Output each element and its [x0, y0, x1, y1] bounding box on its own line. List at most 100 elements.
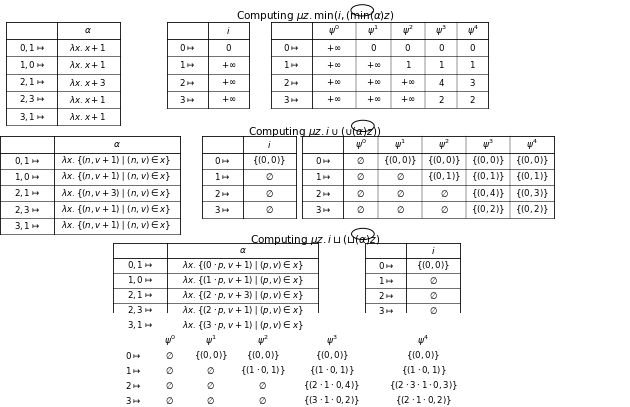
Text: $\lambda x.x+1$: $\lambda x.x+1$: [69, 42, 107, 53]
Text: $0$: $0$: [437, 42, 445, 53]
Text: $\{(0,1)\}$: $\{(0,1)\}$: [427, 171, 461, 183]
Text: $0 \mapsto$: $0 \mapsto$: [214, 155, 230, 166]
Text: $\{(0,0)\}$: $\{(0,0)\}$: [515, 154, 549, 167]
Text: $\lambda x.\{(2\cdot p,v+3)\mid(p,v)\in x\}$: $\lambda x.\{(2\cdot p,v+3)\mid(p,v)\in …: [181, 289, 304, 302]
Text: $3 \mapsto$: $3 \mapsto$: [284, 94, 299, 105]
Text: Computing $\mu z.\min(i,(\min(\alpha)z)$: Computing $\mu z.\min(i,(\min(\alpha)z)$: [236, 9, 394, 23]
Text: $\psi^1$: $\psi^1$: [394, 137, 406, 151]
Text: $1$: $1$: [438, 59, 444, 70]
Text: $\lambda x.x+1$: $\lambda x.x+1$: [69, 111, 107, 122]
Text: $1 \mapsto$: $1 \mapsto$: [315, 171, 331, 182]
Text: $\psi^3$: $\psi^3$: [483, 137, 494, 151]
Text: $\emptyset$: $\emptyset$: [429, 290, 437, 301]
Text: $\{(0,0)\}$: $\{(0,0)\}$: [416, 259, 450, 271]
Text: $\psi^4$: $\psi^4$: [417, 333, 430, 348]
Text: $1 \mapsto$: $1 \mapsto$: [180, 59, 195, 70]
Text: $\{(0,2)\}$: $\{(0,2)\}$: [471, 203, 505, 216]
Text: $2,3 \mapsto$: $2,3 \mapsto$: [18, 94, 45, 105]
Text: $3 \mapsto$: $3 \mapsto$: [214, 204, 230, 215]
Text: $\emptyset$: $\emptyset$: [429, 305, 437, 316]
Text: $0,1 \mapsto$: $0,1 \mapsto$: [18, 42, 45, 54]
Text: $3,1 \mapsto$: $3,1 \mapsto$: [18, 111, 45, 123]
Text: $3 \mapsto$: $3 \mapsto$: [180, 94, 195, 105]
Text: $\{(1\cdot 0,1)\}$: $\{(1\cdot 0,1)\}$: [401, 364, 446, 377]
Text: $+\infty$: $+\infty$: [326, 77, 341, 87]
Text: $\emptyset$: $\emptyset$: [207, 380, 215, 391]
Text: $\alpha$: $\alpha$: [84, 26, 92, 35]
Text: $+\infty$: $+\infty$: [326, 94, 341, 105]
Text: $\psi^3$: $\psi^3$: [326, 333, 338, 348]
Text: $2 \mapsto$: $2 \mapsto$: [125, 380, 141, 391]
Text: $\emptyset$: $\emptyset$: [207, 395, 215, 406]
Text: $4$: $4$: [437, 77, 445, 88]
Text: $\{(0,0)\}$: $\{(0,0)\}$: [406, 349, 440, 362]
Text: $\emptyset$: $\emptyset$: [440, 188, 449, 199]
Text: $\{(0,1)\}$: $\{(0,1)\}$: [515, 171, 549, 183]
Text: $\{(1\cdot 0,1)\}$: $\{(1\cdot 0,1)\}$: [309, 364, 355, 377]
Text: $1,0 \mapsto$: $1,0 \mapsto$: [18, 59, 45, 71]
Text: $\psi^1$: $\psi^1$: [205, 333, 217, 348]
Text: $\emptyset$: $\emptyset$: [166, 395, 174, 406]
Text: $2,1 \mapsto$: $2,1 \mapsto$: [127, 289, 153, 301]
Text: $1 \mapsto$: $1 \mapsto$: [378, 275, 394, 286]
Text: $\emptyset$: $\emptyset$: [265, 204, 273, 215]
Text: Computing $\mu z.i \sqcup (\sqcup(\alpha)z)$: Computing $\mu z.i \sqcup (\sqcup(\alpha…: [250, 233, 380, 247]
Text: $\psi^4$: $\psi^4$: [466, 23, 479, 38]
Text: $0 \mapsto$: $0 \mapsto$: [315, 155, 331, 166]
Text: $2,3 \mapsto$: $2,3 \mapsto$: [127, 304, 153, 316]
Text: $\{(3\cdot 1\cdot 0,2)\}$: $\{(3\cdot 1\cdot 0,2)\}$: [304, 394, 360, 407]
Text: $\psi^2$: $\psi^2$: [257, 333, 268, 348]
Text: $2 \mapsto$: $2 \mapsto$: [284, 77, 299, 88]
Text: $1$: $1$: [469, 59, 476, 70]
Text: $+\infty$: $+\infty$: [220, 94, 236, 105]
Text: $2 \mapsto$: $2 \mapsto$: [315, 188, 331, 199]
Text: $\{(2\cdot 1\cdot 0,2)\}$: $\{(2\cdot 1\cdot 0,2)\}$: [395, 394, 452, 407]
Text: $1,0 \mapsto$: $1,0 \mapsto$: [127, 274, 153, 286]
Text: $\{(0,2)\}$: $\{(0,2)\}$: [515, 203, 549, 216]
Text: $3 \mapsto$: $3 \mapsto$: [378, 305, 394, 316]
Text: $\emptyset$: $\emptyset$: [166, 365, 174, 376]
Text: $\{(0,4)\}$: $\{(0,4)\}$: [471, 187, 505, 199]
Text: $\alpha$: $\alpha$: [239, 246, 246, 255]
Text: $2 \mapsto$: $2 \mapsto$: [378, 290, 394, 301]
Text: $0,1 \mapsto$: $0,1 \mapsto$: [14, 155, 40, 166]
Text: $\lambda x.\{(2\cdot p,v+1)\mid(p,v)\in x\}$: $\lambda x.\{(2\cdot p,v+1)\mid(p,v)\in …: [181, 304, 304, 317]
Text: $\emptyset$: $\emptyset$: [357, 204, 365, 215]
Text: $\{(0,0)\}$: $\{(0,0)\}$: [471, 154, 505, 167]
Text: $+\infty$: $+\infty$: [400, 94, 416, 105]
Text: $1 \mapsto$: $1 \mapsto$: [125, 365, 141, 376]
Text: $i$: $i$: [431, 245, 435, 256]
Text: $+\infty$: $+\infty$: [365, 60, 381, 70]
Text: $\emptyset$: $\emptyset$: [258, 380, 267, 391]
Text: $\emptyset$: $\emptyset$: [258, 395, 267, 406]
Text: $\{(2\cdot 1\cdot 0,4)\}$: $\{(2\cdot 1\cdot 0,4)\}$: [304, 379, 360, 392]
Text: $\lambda x.\{(1\cdot p,v+1)\mid(p,v)\in x\}$: $\lambda x.\{(1\cdot p,v+1)\mid(p,v)\in …: [181, 274, 304, 287]
Text: $\emptyset$: $\emptyset$: [396, 171, 404, 182]
Text: $3$: $3$: [469, 77, 476, 88]
Text: $\psi^1$: $\psi^1$: [367, 23, 379, 38]
Text: $\emptyset$: $\emptyset$: [357, 155, 365, 166]
Text: $\alpha$: $\alpha$: [113, 140, 120, 149]
Text: $2$: $2$: [469, 94, 476, 105]
Text: Computing $\mu z.i \cup (\cup(\alpha)z))$: Computing $\mu z.i \cup (\cup(\alpha)z))…: [248, 125, 382, 139]
Text: $\{(0,0)\}$: $\{(0,0)\}$: [193, 349, 228, 362]
Text: $2,1 \mapsto$: $2,1 \mapsto$: [18, 76, 45, 88]
Text: $\{(0,0)\}$: $\{(0,0)\}$: [246, 349, 280, 362]
Text: $1,0 \mapsto$: $1,0 \mapsto$: [14, 171, 40, 183]
Text: $0$: $0$: [370, 42, 377, 53]
Text: $+\infty$: $+\infty$: [220, 60, 236, 70]
Text: $3 \mapsto$: $3 \mapsto$: [125, 395, 141, 406]
Text: $1 \mapsto$: $1 \mapsto$: [214, 171, 230, 182]
Text: $\emptyset$: $\emptyset$: [357, 188, 365, 199]
Text: $\psi^4$: $\psi^4$: [526, 137, 539, 151]
Text: $\emptyset$: $\emptyset$: [166, 380, 174, 391]
Text: $+\infty$: $+\infty$: [365, 77, 381, 87]
Text: $+\infty$: $+\infty$: [326, 43, 341, 53]
Text: $0,1 \mapsto$: $0,1 \mapsto$: [127, 259, 153, 271]
Text: $+\infty$: $+\infty$: [365, 94, 381, 105]
Text: $\{(0,0)\}$: $\{(0,0)\}$: [315, 349, 349, 362]
Text: $\emptyset$: $\emptyset$: [429, 275, 437, 286]
Text: $0 \mapsto$: $0 \mapsto$: [378, 260, 394, 271]
Text: $\emptyset$: $\emptyset$: [357, 171, 365, 182]
Text: $2,1 \mapsto$: $2,1 \mapsto$: [14, 187, 40, 199]
